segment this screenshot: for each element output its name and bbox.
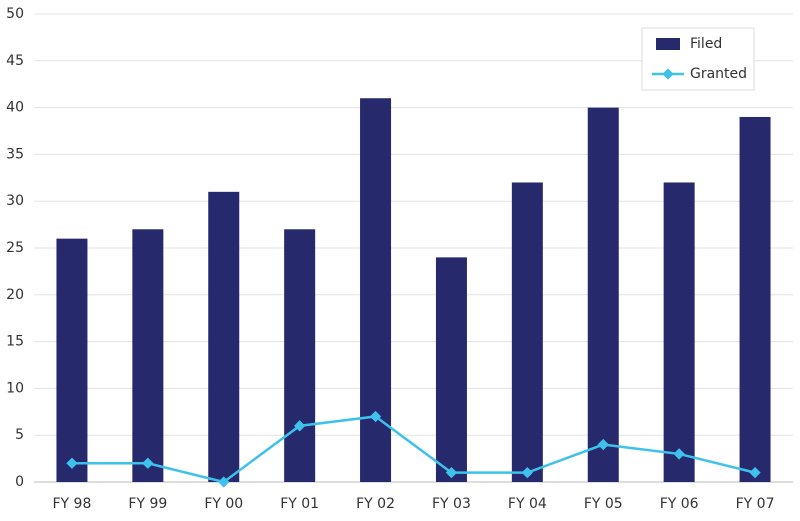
- bar: [435, 257, 467, 482]
- bar: [208, 191, 240, 482]
- legend-swatch: [656, 38, 680, 50]
- bar: [587, 107, 619, 482]
- y-tick-label: 0: [15, 474, 24, 490]
- marker: [749, 466, 761, 479]
- marker: [218, 476, 230, 488]
- x-tick-label: FY 02: [356, 496, 395, 512]
- bar: [132, 229, 164, 482]
- y-tick-label: 5: [15, 427, 24, 443]
- x-tick-label: FY 03: [432, 496, 471, 512]
- bar: [56, 238, 88, 482]
- marker: [445, 466, 458, 479]
- marker: [293, 420, 306, 432]
- line: [71, 415, 756, 484]
- y-tick-label: 25: [6, 240, 24, 256]
- marker: [142, 457, 154, 469]
- x-tick-label: FY 00: [204, 496, 243, 512]
- y-tick-label: 15: [6, 334, 24, 350]
- bar: [511, 182, 543, 483]
- legend-label: Granted: [690, 66, 747, 82]
- x-tick-label: FY 05: [584, 496, 623, 512]
- x-tick-label: FY 98: [53, 496, 92, 512]
- marker: [521, 466, 534, 479]
- bar: [663, 182, 695, 483]
- x-tick-label: FY 01: [280, 496, 319, 512]
- y-tick-label: 30: [6, 193, 24, 209]
- legend-label: Filed: [690, 36, 722, 52]
- marker: [369, 410, 382, 423]
- y-tick-label: 50: [6, 6, 24, 22]
- x-tick-label: FY 06: [660, 496, 699, 512]
- bar: [284, 229, 316, 482]
- x-tick-label: FY 99: [128, 496, 167, 512]
- bar: [739, 116, 771, 483]
- marker: [597, 438, 609, 451]
- x-tick-label: FY 04: [508, 496, 547, 512]
- y-tick-label: 40: [6, 100, 24, 116]
- y-tick-label: 35: [6, 146, 24, 162]
- y-tick-label: 20: [6, 287, 24, 303]
- x-tick-label: FY 07: [736, 496, 775, 512]
- y-tick-label: 10: [6, 380, 24, 396]
- y-tick-label: 45: [6, 53, 24, 69]
- marker: [673, 448, 685, 460]
